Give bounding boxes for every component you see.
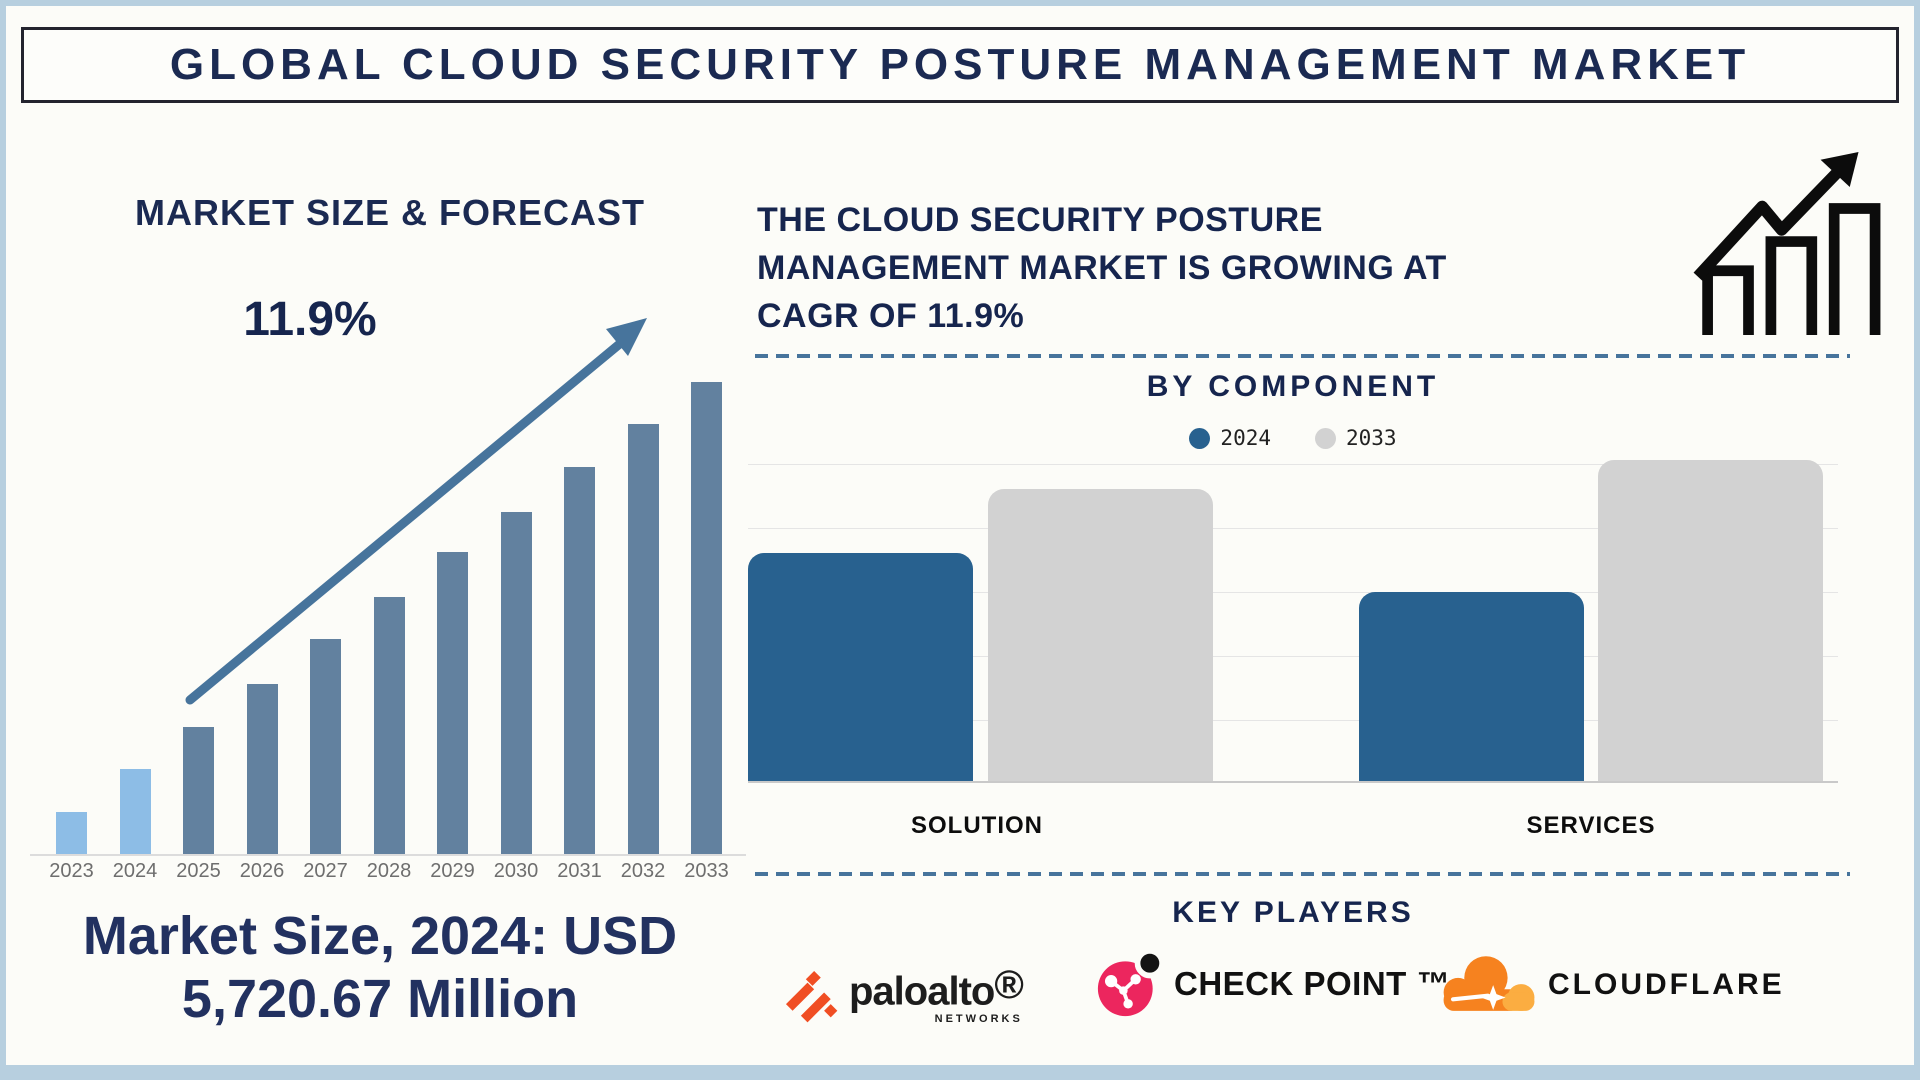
category-label-services: SERVICES (1526, 812, 1656, 839)
legend-2024-label: 2024 (1220, 426, 1271, 450)
divider-dashed-bottom (755, 872, 1850, 876)
callout-line2: 5,720.67 Million (181, 968, 579, 1029)
paloalto-wordmark: paloalto (849, 969, 995, 1014)
component-axis-line (748, 781, 1838, 783)
forecast-bar-2030 (500, 512, 532, 854)
forecast-bar-2024 (119, 769, 151, 854)
x-tick-2030: 2030 (493, 860, 539, 882)
forecast-bar-2023 (56, 812, 87, 854)
forecast-bar-2033 (691, 382, 722, 854)
gridline (748, 656, 1838, 657)
component-chart-title: BY COMPONENT (1146, 370, 1440, 403)
logo-paloalto-networks: paloalto® NETWORKS (781, 962, 1024, 1028)
cagr-heading-line3: CAGR OF 11.9% (757, 297, 1025, 335)
category-label-solution: SOLUTION (911, 812, 1043, 839)
component-bar-services-2024 (1359, 592, 1584, 781)
gridline (748, 464, 1838, 465)
cloudflare-icon (1443, 956, 1535, 1011)
registered-mark: ® (994, 962, 1024, 1007)
x-tick-2031: 2031 (557, 860, 602, 882)
forecast-bar-2032 (627, 424, 659, 854)
paloalto-icon (785, 970, 838, 1023)
x-tick-2032: 2032 (620, 860, 666, 882)
checkpoint-wordmark: CHECK POINT (1174, 965, 1407, 1002)
divider-dashed-top (755, 354, 1850, 358)
cagr-value-label: 11.9% (243, 293, 377, 346)
legend-item-2033: 2033 (1315, 426, 1397, 450)
x-tick-2028: 2028 (366, 860, 412, 882)
legend-2033-swatch (1315, 427, 1336, 449)
component-bar-solution-2033 (988, 489, 1213, 781)
x-tick-2025: 2025 (176, 860, 221, 882)
growth-chart-icon (1693, 152, 1881, 336)
growth-trend-arrow-icon (185, 318, 647, 705)
x-axis-ticks: 2023 2024 2025 2026 2027 2028 2029 2030 2031 2032… (40, 860, 738, 883)
key-players-title: KEY PLAYERS (1172, 896, 1414, 929)
x-tick-2026: 2026 (239, 860, 285, 882)
x-axis-line (30, 854, 746, 856)
forecast-bar-2026 (246, 684, 278, 854)
market-size-callout: Market Size, 2024: USD 5,720.67 Million (20, 905, 740, 1030)
market-size-chart-title: MARKET SIZE & FORECAST (134, 192, 645, 233)
x-tick-2024: 2024 (112, 860, 158, 882)
market-size-bars (56, 382, 722, 854)
legend-2024-swatch (1189, 427, 1211, 449)
forecast-bar-2029 (437, 552, 468, 854)
forecast-bar-2028 (373, 597, 405, 854)
x-tick-2023: 2023 (49, 860, 94, 882)
cagr-heading-line1: THE CLOUD SECURITY POSTURE (757, 201, 1323, 239)
cagr-heading-line2: MANAGEMENT MARKET IS GROWING AT (757, 249, 1447, 287)
title-bar: GLOBAL CLOUD SECURITY POSTURE MANAGEMENT… (21, 27, 1899, 103)
forecast-bar-2025 (183, 727, 214, 854)
x-tick-2029: 2029 (430, 860, 475, 882)
legend-2033-label: 2033 (1346, 426, 1397, 450)
gridline (748, 720, 1838, 721)
logo-cloudflare: CLOUDFLARE (1436, 950, 1785, 1014)
component-bar-services-2033 (1598, 460, 1823, 781)
paloalto-networks-subtext: NETWORKS (934, 1013, 1023, 1026)
gridline (748, 528, 1838, 529)
cloudflare-wordmark: CLOUDFLARE (1548, 968, 1785, 1001)
cagr-heading: THE CLOUD SECURITY POSTURE MANAGEMENT MA… (757, 196, 1477, 340)
page-title: GLOBAL CLOUD SECURITY POSTURE MANAGEMENT… (169, 40, 1751, 89)
component-legend: 2024 2033 (748, 426, 1838, 450)
forecast-bar-2031 (564, 467, 595, 854)
callout-line1: Market Size, 2024: USD (82, 906, 678, 966)
legend-item-2024: 2024 (1189, 426, 1271, 450)
forecast-bar-2027 (310, 639, 341, 854)
gridline (748, 592, 1838, 593)
x-tick-2027: 2027 (303, 860, 348, 882)
component-chart-plot: SOLUTION SERVICES (748, 460, 1838, 839)
component-bar-solution-2024 (748, 553, 973, 781)
logo-check-point: CHECK POINT ™ (1096, 948, 1450, 1020)
checkpoint-icon (1097, 948, 1164, 1017)
x-tick-2033: 2033 (684, 860, 729, 882)
